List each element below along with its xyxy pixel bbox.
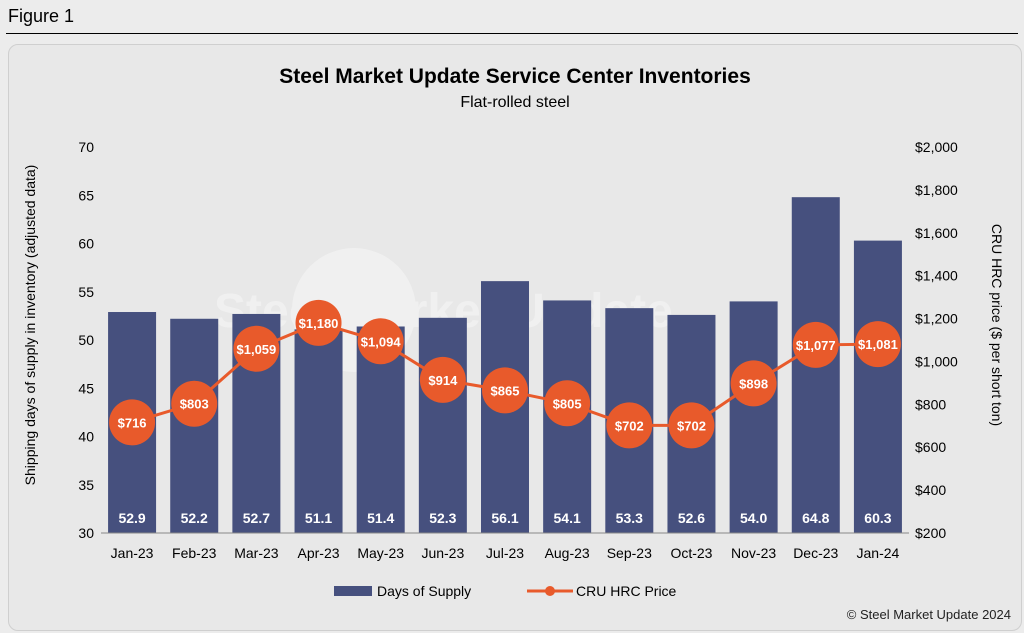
legend-line-label: CRU HRC Price: [576, 583, 677, 599]
bar-value-label: 52.3: [429, 510, 456, 526]
bar-value-label: 52.9: [118, 510, 145, 526]
bar-value-label: 51.1: [305, 510, 332, 526]
price-label: $1,081: [858, 337, 898, 352]
price-marker-Oct-23: [668, 402, 715, 449]
x-tick-label: Sep-23: [607, 545, 652, 561]
y-tick-label: 45: [78, 380, 94, 396]
y2-axis-label: CRU HRC price ($ per short ton): [989, 224, 1005, 426]
y2-tick-label: $400: [915, 482, 946, 498]
price-marker-Apr-23: [295, 299, 342, 346]
price-marker-May-23: [357, 318, 404, 365]
price-marker-Dec-23: [792, 321, 839, 368]
y2-tick-label: $1,800: [915, 182, 958, 198]
x-tick-label: May-23: [357, 545, 404, 561]
left-axis-ticks: 70 65 60 55 50 45 40 35 30: [78, 139, 94, 541]
chart-title: Steel Market Update Service Center Inven…: [279, 65, 751, 88]
price-marker-Jan-24: [854, 321, 901, 368]
price-label: $1,180: [299, 316, 339, 331]
price-marker-Aug-23: [544, 380, 591, 427]
y-tick-label: 40: [78, 429, 94, 445]
price-label: $805: [553, 396, 582, 411]
price-line-group: $716 $803 $1,059 $1,180 $1,094 $914 $865 $805 $7…: [109, 299, 901, 449]
legend-bar-label: Days of Supply: [377, 583, 471, 599]
x-tick-label: Jan-23: [111, 545, 154, 561]
x-tick-label: Aug-23: [545, 545, 590, 561]
y-tick-label: 60: [78, 236, 94, 252]
chart-panel: Steel Market Update Steel Market Update …: [8, 44, 1022, 631]
price-label: $1,077: [796, 338, 836, 353]
y2-tick-label: $800: [915, 396, 946, 412]
price-marker-Mar-23: [233, 325, 280, 372]
legend-line-marker: [545, 586, 555, 596]
bar-value-label: 51.4: [367, 510, 394, 526]
y-tick-label: 55: [78, 284, 94, 300]
bar-Apr-23: [294, 329, 343, 533]
bar-value-label: 60.3: [864, 510, 891, 526]
y-tick-label: 70: [78, 139, 94, 155]
price-marker-Jan-23: [109, 399, 156, 446]
x-tick-label: Dec-23: [793, 545, 838, 561]
price-marker-Feb-23: [171, 380, 218, 427]
bar-value-label: 56.1: [491, 510, 518, 526]
bar-labels-group: 52.9 52.2 52.7 51.1 51.4 52.3 56.1 54.1 53.3 52.6…: [118, 510, 891, 526]
price-marker-Jul-23: [482, 367, 528, 414]
x-tick-label: Jul-23: [486, 545, 524, 561]
right-axis-ticks: $2,000 $1,800 $1,600 $1,400 $1,200 $1,000 $800…: [915, 139, 958, 541]
y2-tick-label: $2,000: [915, 139, 958, 155]
x-axis-ticks: Jan-23 Feb-23 Mar-23 Apr-23 May-23 Jun-23 Jul-…: [111, 545, 900, 561]
price-label: $1,094: [361, 334, 402, 349]
legend-bar-swatch: [334, 586, 372, 596]
bar-value-label: 64.8: [802, 510, 829, 526]
y2-tick-label: $600: [915, 439, 946, 455]
bar-value-label: 54.1: [554, 510, 581, 526]
price-label: $914: [428, 373, 458, 388]
price-label: $898: [739, 376, 768, 391]
y2-tick-label: $1,600: [915, 225, 958, 241]
legend: Days of Supply CRU HRC Price: [334, 583, 677, 599]
y-tick-label: 50: [78, 332, 94, 348]
price-label: $702: [677, 418, 706, 433]
bar-Nov-23: [729, 301, 778, 533]
figure-label: Figure 1: [8, 6, 75, 26]
x-tick-label: Nov-23: [731, 545, 776, 561]
price-label: $702: [615, 418, 644, 433]
bar-value-label: 52.7: [243, 510, 270, 526]
y2-tick-label: $1,200: [915, 311, 958, 327]
bar-Jan-24: [853, 240, 902, 534]
y2-tick-label: $1,000: [915, 353, 958, 369]
price-label: $803: [180, 397, 209, 412]
figure-rule: [6, 33, 1018, 34]
bar-value-label: 54.0: [740, 510, 767, 526]
x-tick-label: Jun-23: [421, 545, 464, 561]
x-tick-label: Apr-23: [298, 545, 340, 561]
price-marker-Jun-23: [419, 356, 466, 403]
price-label: $716: [118, 415, 147, 430]
chart-svg: Steel Market Update Steel Market Update …: [22, 65, 1005, 599]
y-tick-label: 30: [78, 525, 94, 541]
price-label: $865: [491, 383, 520, 398]
y-axis-label: Shipping days of supply in inventory (ad…: [22, 165, 38, 486]
x-tick-label: Oct-23: [670, 545, 712, 561]
bar-value-label: 52.2: [181, 510, 208, 526]
x-tick-label: Mar-23: [234, 545, 279, 561]
x-tick-label: Feb-23: [172, 545, 217, 561]
price-marker-Sep-23: [606, 402, 653, 449]
y-tick-label: 65: [78, 187, 94, 203]
bar-Jun-23: [418, 317, 467, 533]
y-tick-label: 35: [78, 477, 94, 493]
chart-subtitle: Flat-rolled steel: [460, 94, 569, 111]
y2-tick-label: $1,400: [915, 268, 958, 284]
bar-value-label: 53.3: [616, 510, 643, 526]
price-label: $1,059: [237, 342, 277, 357]
price-marker-Nov-23: [730, 360, 777, 407]
x-tick-label: Jan-24: [857, 545, 900, 561]
y2-tick-label: $200: [915, 525, 946, 541]
bar-value-label: 52.6: [678, 510, 705, 526]
copyright-credit: © Steel Market Update 2024: [846, 607, 1011, 622]
